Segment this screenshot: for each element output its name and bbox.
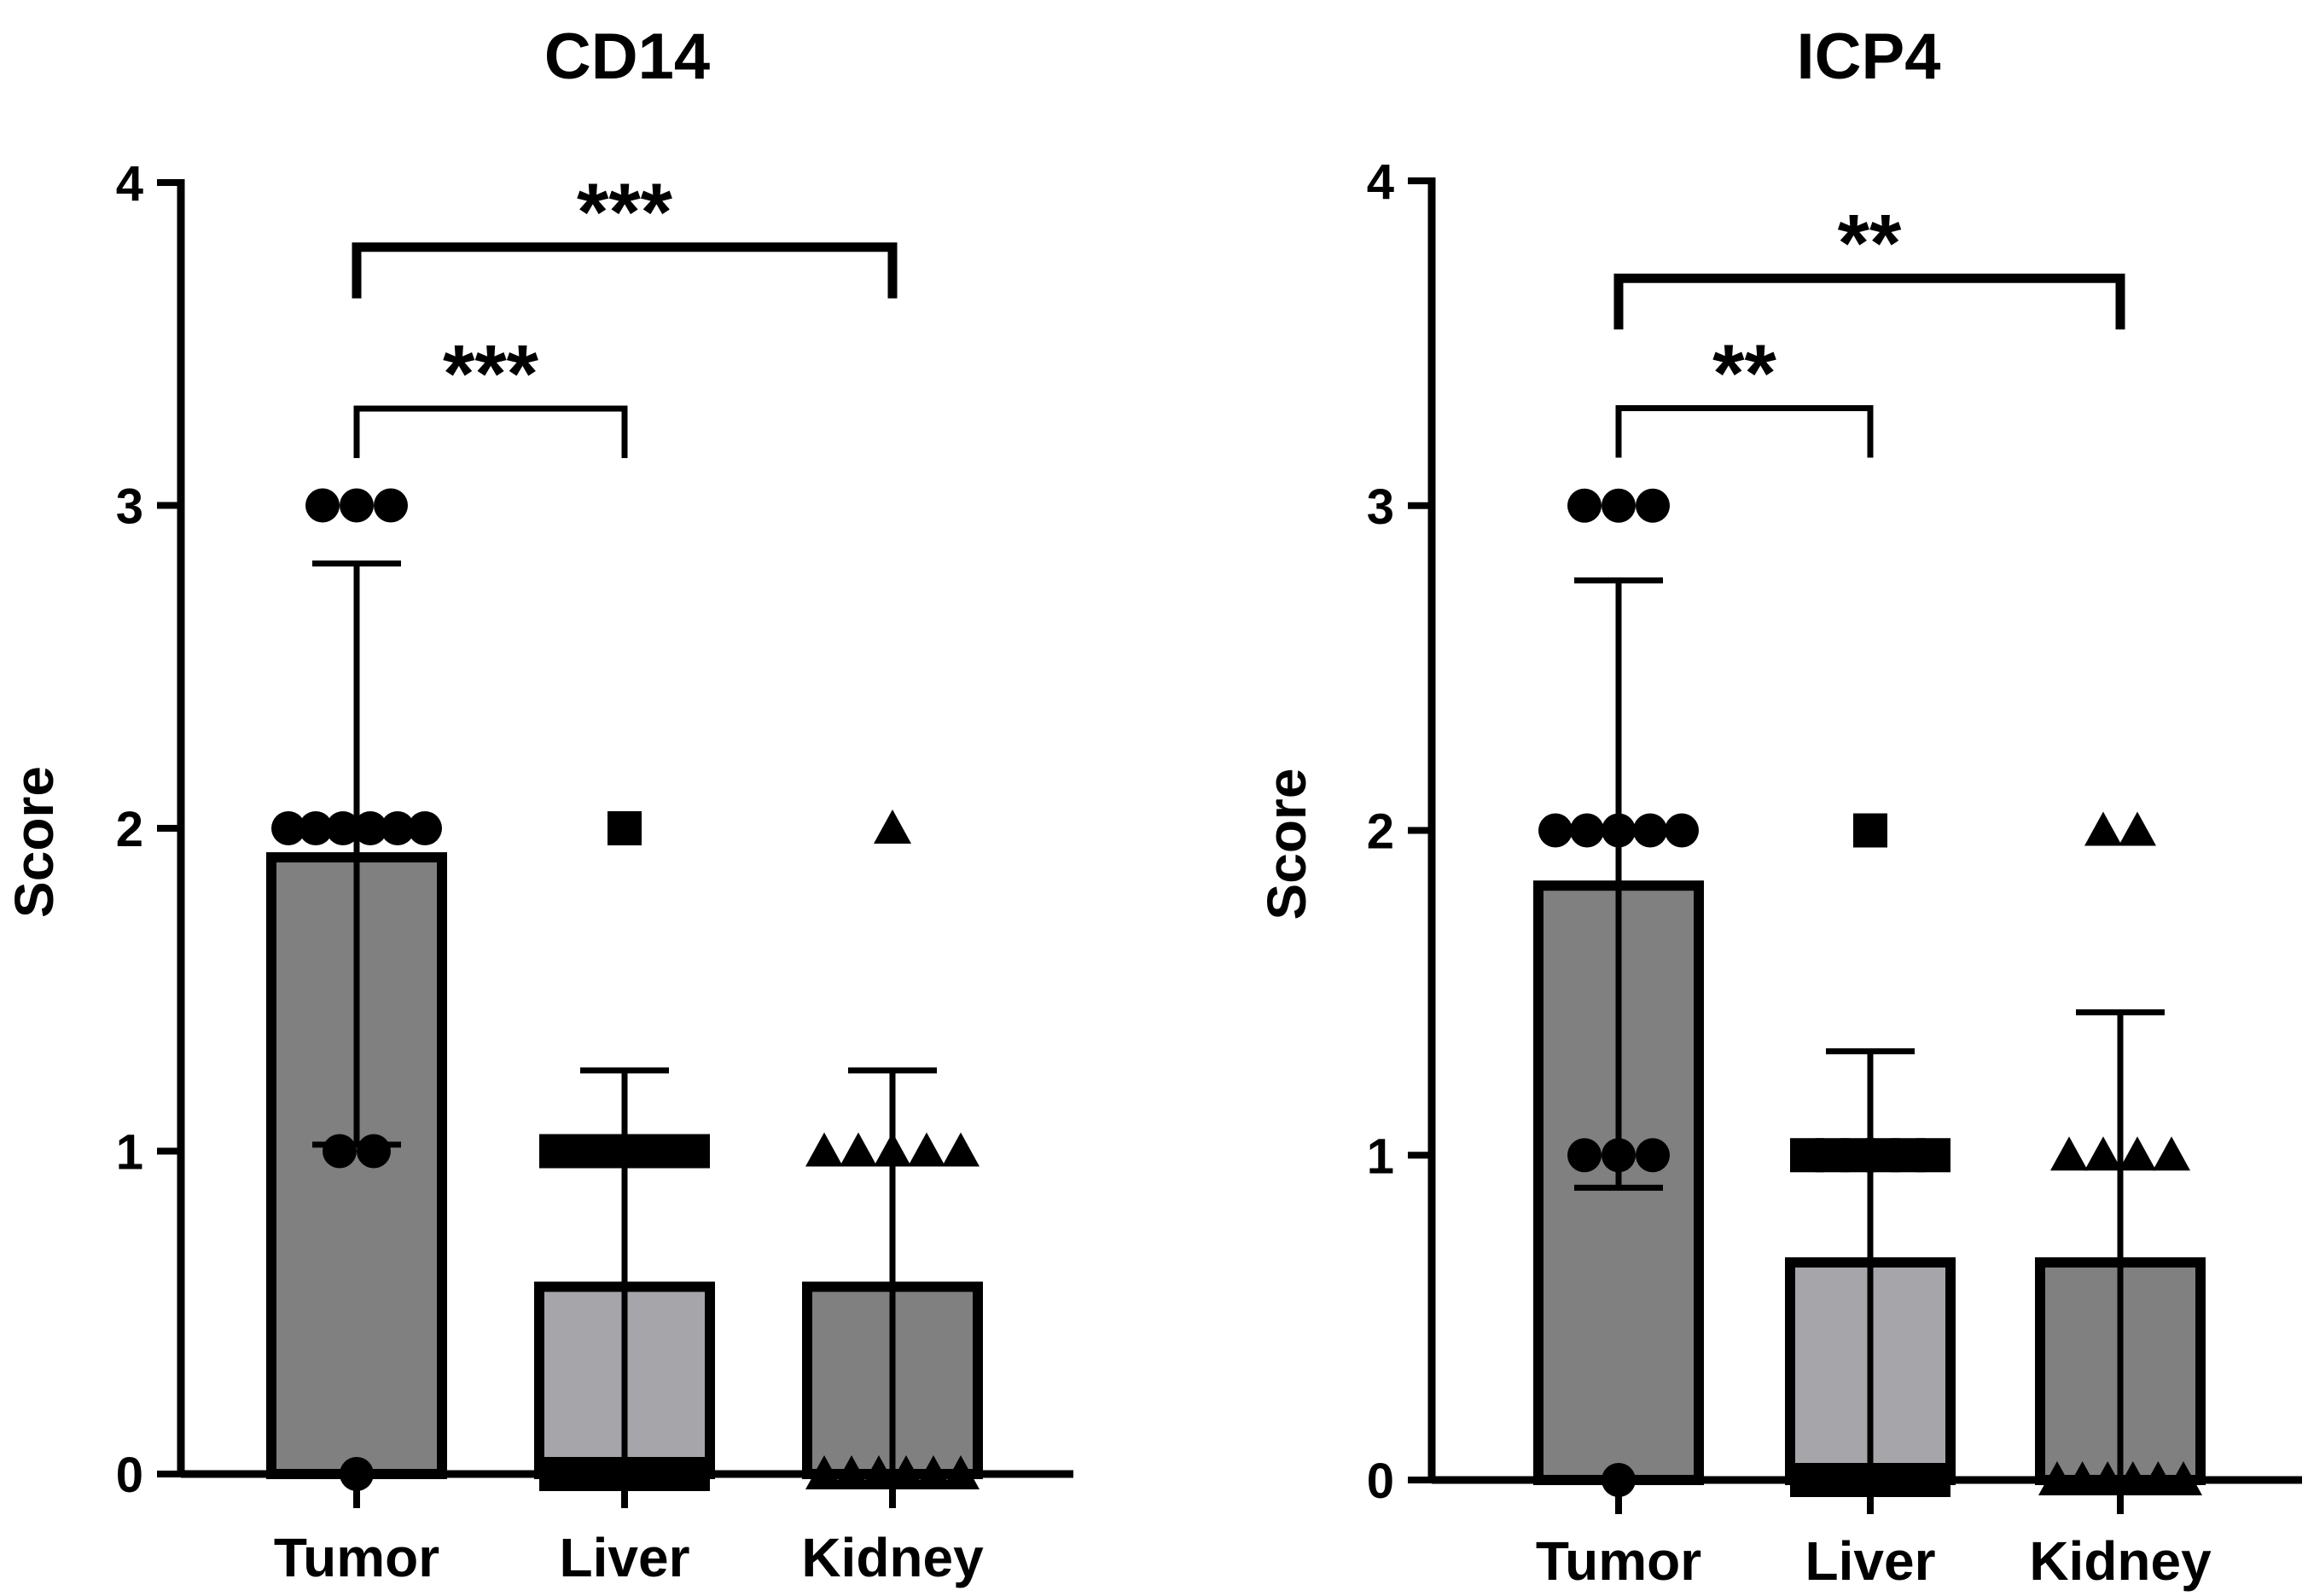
data-point-kidney: [2084, 811, 2122, 846]
y-tick-label: 0: [1367, 1454, 1394, 1509]
data-point-tumor: [357, 1134, 391, 1169]
x-tick-label: Liver: [1805, 1530, 1936, 1592]
data-point-kidney: [840, 1132, 877, 1167]
data-point-tumor: [408, 811, 442, 845]
chart-icp4: ICP4 Score 0 1 2 3 4 Tumor Liver Kidney ** **: [1256, 20, 2302, 1592]
significance-bracket: [352, 242, 898, 299]
data-point-liver: [608, 1134, 642, 1169]
y-tick-label: 3: [1367, 479, 1394, 535]
significance-label: ***: [443, 328, 539, 420]
data-point-tumor: [299, 811, 333, 845]
data-point-kidney: [874, 1132, 911, 1167]
data-point-kidney: [942, 1132, 980, 1167]
x-tick-label: Liver: [560, 1527, 690, 1588]
data-point-kidney: [2153, 1136, 2190, 1171]
data-point-tumor: [1570, 813, 1604, 848]
y-tick-label: 4: [116, 156, 143, 212]
data-point-liver: [539, 1134, 573, 1169]
x-tick-label: Tumor: [274, 1527, 439, 1588]
data-point-tumor: [374, 488, 408, 523]
data-point-tumor: [323, 1134, 357, 1169]
data-point-tumor: [1602, 813, 1636, 848]
significance-label: **: [1838, 198, 1902, 289]
y-tick-label: 2: [1367, 804, 1394, 860]
data-point-tumor: [353, 811, 387, 845]
data-point-liver: [1853, 813, 1887, 848]
data-point-tumor: [381, 811, 415, 845]
chart-title: ICP4: [1797, 20, 1941, 93]
data-point-tumor: [1665, 813, 1699, 848]
y-tick-label: 1: [1367, 1129, 1394, 1184]
significance-label: ***: [577, 167, 673, 258]
significance-bracket: [1615, 405, 1874, 458]
data-point-kidney: [2050, 1136, 2088, 1171]
data-point-liver: [642, 1134, 676, 1169]
chart-cd14: CD14 Score 0 1 2 3 4 Tumor Liver Kidney *** ***: [3, 20, 1073, 1588]
y-axis-label: Score: [3, 766, 65, 918]
y-tick-label: 4: [1367, 154, 1394, 210]
data-point-liver: [608, 811, 642, 845]
data-point-tumor: [271, 811, 305, 845]
data-point-tumor: [1538, 813, 1573, 848]
y-tick-label: 1: [116, 1125, 143, 1181]
data-point-kidney: [2119, 1136, 2156, 1171]
data-point-tumor: [326, 811, 360, 845]
data-point-tumor: [1567, 488, 1602, 523]
significance-bracket: [1613, 273, 2125, 330]
data-point-tumor: [1602, 488, 1636, 523]
data-point-kidney: [908, 1132, 945, 1167]
data-point-liver: [573, 1134, 608, 1169]
y-axis-label: Score: [1256, 769, 1317, 920]
data-point-liver: [676, 1134, 710, 1169]
y-tick-label: 0: [116, 1448, 143, 1503]
data-point-kidney: [2119, 811, 2156, 846]
y-tick-label: 2: [116, 802, 143, 857]
data-point-kidney: [2084, 1136, 2122, 1171]
data-point-kidney: [805, 1132, 843, 1167]
chart-title: CD14: [544, 20, 710, 93]
data-point-tumor: [340, 488, 374, 523]
data-point-liver: [1916, 1138, 1950, 1173]
significance-bracket: [353, 405, 628, 458]
data-point-tumor: [305, 488, 340, 523]
data-point-tumor: [1602, 1138, 1636, 1173]
x-tick-label: Kidney: [2029, 1530, 2212, 1592]
data-point-kidney: [874, 810, 911, 844]
data-point-tumor: [1633, 813, 1667, 848]
data-point-tumor: [1567, 1138, 1602, 1173]
data-point-tumor: [1636, 488, 1670, 523]
x-tick-label: Tumor: [1536, 1530, 1701, 1592]
data-point-tumor: [1636, 1138, 1670, 1173]
y-tick-label: 3: [116, 479, 143, 535]
significance-label: **: [1712, 328, 1776, 420]
x-tick-label: Kidney: [801, 1527, 984, 1588]
